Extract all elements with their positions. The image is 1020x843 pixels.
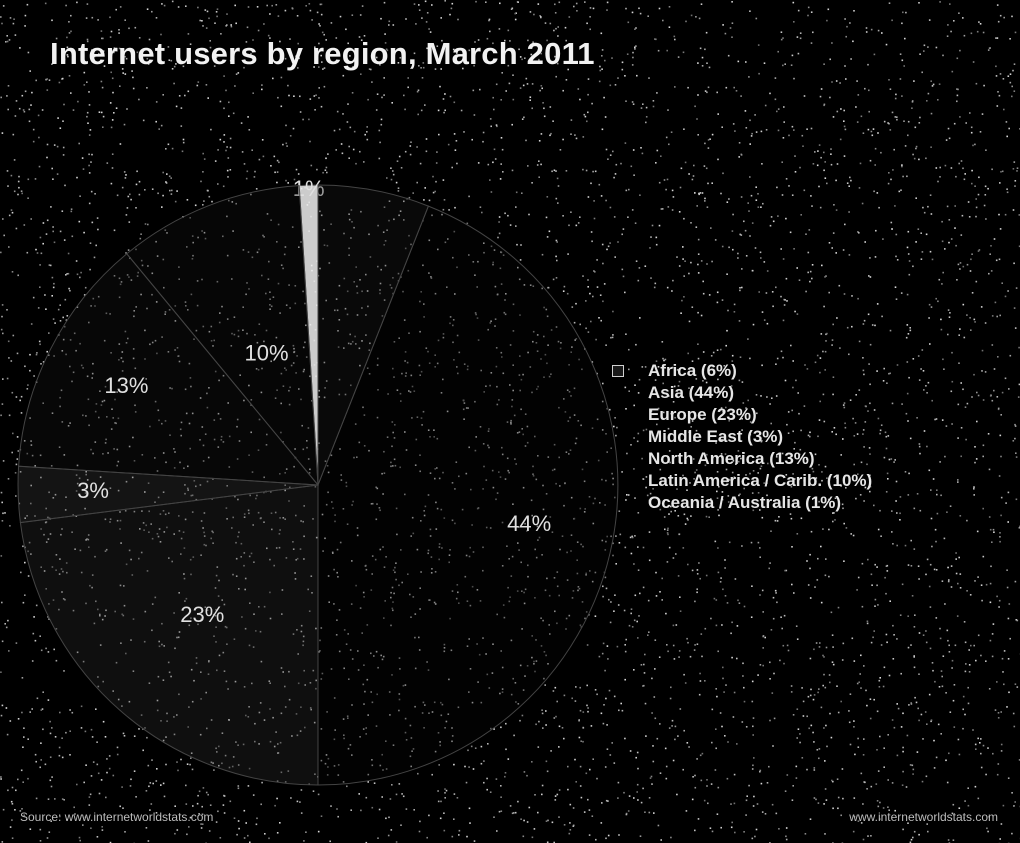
legend-item: Middle East (3%) xyxy=(612,426,872,448)
footer-source: Source: www.internetworldstats.com xyxy=(20,810,214,824)
legend-label: Africa (6%) xyxy=(648,361,737,380)
legend-item: Africa (6%) xyxy=(612,360,872,382)
legend-label: North America (13%) xyxy=(648,449,815,468)
legend-item: North America (13%) xyxy=(612,448,872,470)
legend-item: Latin America / Carib. (10%) xyxy=(612,470,872,492)
legend-item: Oceania / Australia (1%) xyxy=(612,492,872,514)
slice-label: 10% xyxy=(244,341,288,366)
slice-label: 23% xyxy=(180,602,224,627)
slice-label: 13% xyxy=(104,373,148,398)
legend-label: Latin America / Carib. (10%) xyxy=(648,471,873,490)
pie-slice xyxy=(19,484,319,786)
legend-item: Europe (23%) xyxy=(612,404,872,426)
legend-label: Oceania / Australia (1%) xyxy=(648,493,842,512)
footer-url: www.internetworldstats.com xyxy=(849,810,998,824)
legend-label: Middle East (3%) xyxy=(648,427,784,446)
legend: Africa (6%) Asia (44%) Europe (23%) Middle … xyxy=(612,360,872,514)
slice-label: 3% xyxy=(77,478,109,503)
legend-swatch xyxy=(612,365,624,377)
legend-item: Asia (44%) xyxy=(612,382,872,404)
slice-label: 44% xyxy=(507,511,551,536)
legend-label: Europe (23%) xyxy=(648,405,757,424)
chart-title: Internet users by region, March 2011 xyxy=(50,36,595,71)
legend-label: Asia (44%) xyxy=(648,383,734,402)
